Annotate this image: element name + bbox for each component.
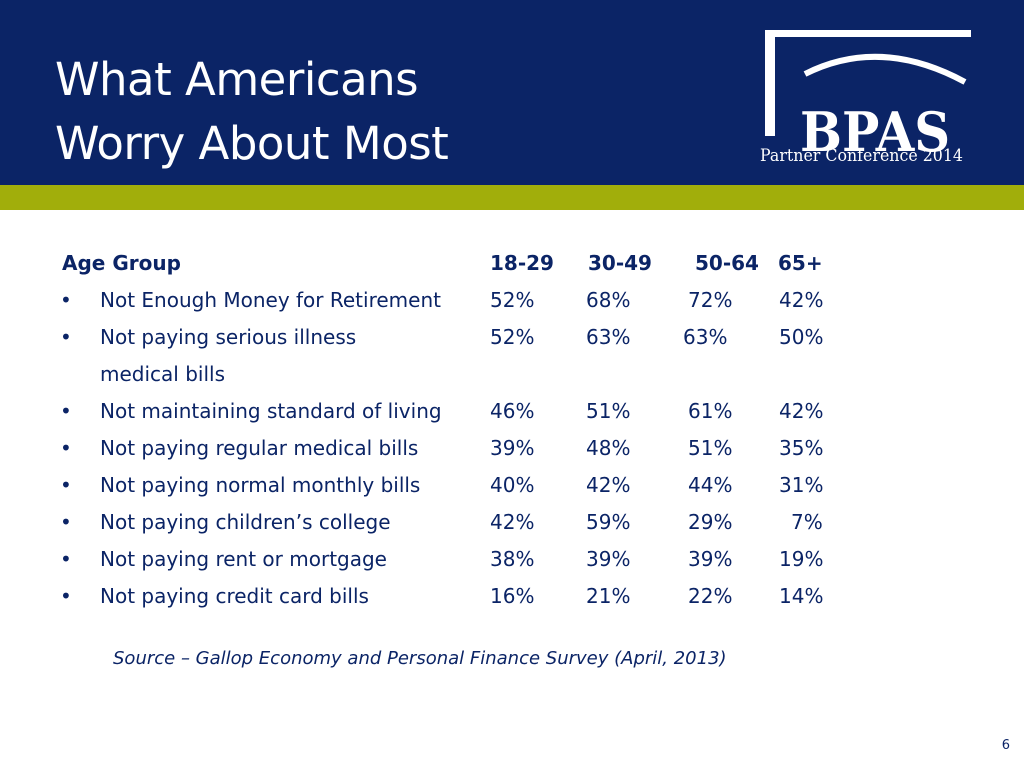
slide-title-line-1: What Americans	[55, 53, 419, 106]
header-age-group: Age Group	[62, 251, 181, 275]
row-bullet: •	[60, 325, 72, 349]
row-value-50-64: 63%	[683, 325, 728, 349]
logo-brand-text: BPAS	[800, 100, 951, 164]
row-value-18-29: 52%	[490, 288, 535, 312]
header-18-29: 18-29	[490, 251, 554, 275]
header-65-plus: 65+	[778, 251, 823, 275]
row-label: Not paying normal monthly bills	[100, 473, 421, 497]
bpas-logo: BPAS Partner Conference 2014	[760, 26, 1010, 176]
slide-title: What Americans Worry About Most	[55, 48, 449, 176]
row-bullet: •	[60, 547, 72, 571]
row-value-18-29: 39%	[490, 436, 535, 460]
row-value-50-64: 72%	[688, 288, 733, 312]
source-citation: Source – Gallop Economy and Personal Fin…	[113, 648, 727, 669]
row-label-continuation: medical bills	[100, 362, 225, 386]
row-value-30-49: 68%	[586, 288, 631, 312]
row-bullet: •	[60, 584, 72, 608]
row-value-30-49: 39%	[586, 547, 631, 571]
row-value-65-plus: 19%	[779, 547, 824, 571]
accent-bar	[0, 185, 1024, 210]
row-value-18-29: 46%	[490, 399, 535, 423]
row-value-50-64: 22%	[688, 584, 733, 608]
header-30-49: 30-49	[588, 251, 652, 275]
row-value-50-64: 44%	[688, 473, 733, 497]
row-bullet: •	[60, 436, 72, 460]
row-bullet: •	[60, 510, 72, 534]
row-value-18-29: 38%	[490, 547, 535, 571]
row-bullet: •	[60, 288, 72, 312]
row-value-65-plus: 7%	[791, 510, 823, 534]
row-value-18-29: 52%	[490, 325, 535, 349]
header-50-64: 50-64	[695, 251, 759, 275]
row-label: Not paying serious illness	[100, 325, 357, 349]
row-value-30-49: 51%	[586, 399, 631, 423]
row-value-50-64: 51%	[688, 436, 733, 460]
row-value-65-plus: 31%	[779, 473, 824, 497]
row-value-30-49: 59%	[586, 510, 631, 534]
row-label: Not paying children’s college	[100, 510, 391, 534]
row-value-18-29: 42%	[490, 510, 535, 534]
row-value-65-plus: 35%	[779, 436, 824, 460]
row-value-30-49: 48%	[586, 436, 631, 460]
row-bullet: •	[60, 473, 72, 497]
logo-subtitle: Partner Conference 2014	[760, 146, 963, 166]
row-value-65-plus: 14%	[779, 584, 824, 608]
page-number: 6	[1001, 738, 1010, 753]
row-value-50-64: 39%	[688, 547, 733, 571]
row-value-65-plus: 42%	[779, 399, 824, 423]
row-value-30-49: 42%	[586, 473, 631, 497]
row-value-30-49: 21%	[586, 584, 631, 608]
row-value-18-29: 16%	[490, 584, 535, 608]
row-value-30-49: 63%	[586, 325, 631, 349]
row-value-18-29: 40%	[490, 473, 535, 497]
row-value-65-plus: 50%	[779, 325, 824, 349]
row-bullet: •	[60, 399, 72, 423]
row-label: Not Enough Money for Retirement	[100, 288, 441, 312]
row-value-50-64: 29%	[688, 510, 733, 534]
row-label: Not maintaining standard of living	[100, 399, 442, 423]
row-label: Not paying credit card bills	[100, 584, 369, 608]
row-label: Not paying rent or mortgage	[100, 547, 387, 571]
row-label: Not paying regular medical bills	[100, 436, 419, 460]
header-band: What Americans Worry About Most BPAS Par…	[0, 0, 1024, 185]
logo-arch-graphic	[765, 30, 971, 136]
row-value-65-plus: 42%	[779, 288, 824, 312]
slide-title-line-2: Worry About Most	[55, 117, 449, 170]
row-value-50-64: 61%	[688, 399, 733, 423]
